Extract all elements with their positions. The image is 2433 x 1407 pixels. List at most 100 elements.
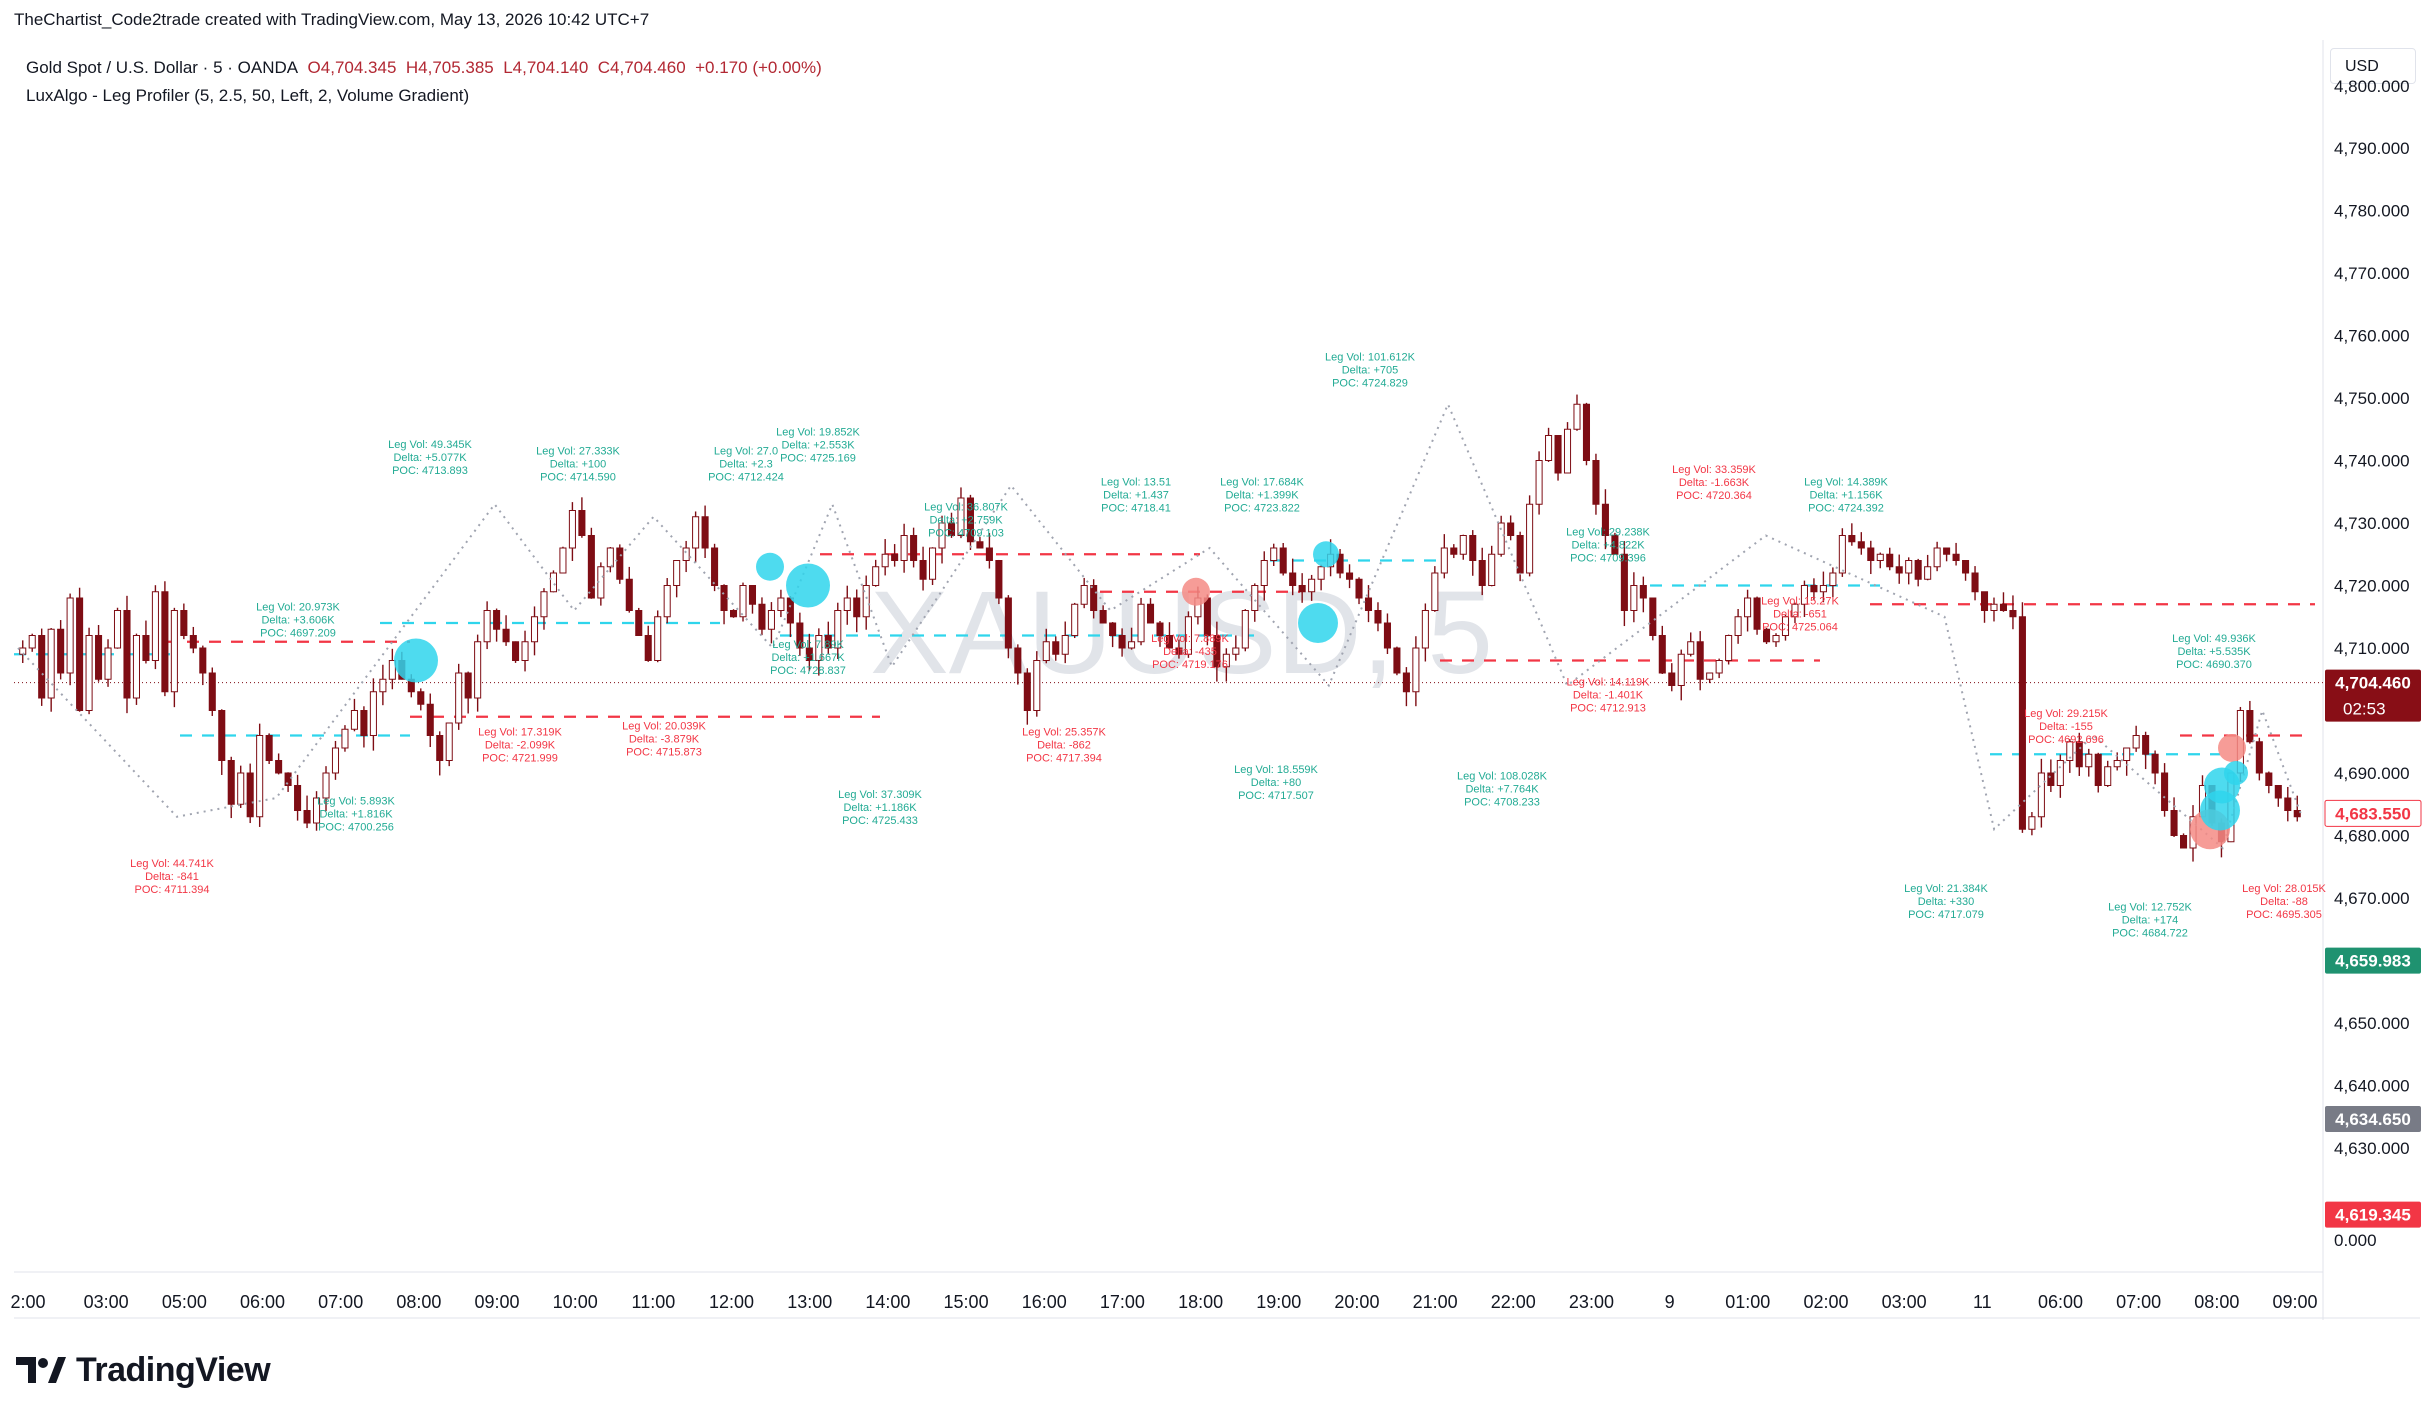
- candle-body: [1364, 597, 1373, 611]
- candle-body: [1933, 547, 1941, 568]
- time-tick-label: 15:00: [944, 1292, 989, 1312]
- candle-body: [995, 560, 1003, 599]
- leg-label-text: Delta: +1.816K: [319, 808, 393, 820]
- time-tick-label: 20:00: [1334, 1292, 1379, 1312]
- candle-body: [1876, 553, 1884, 561]
- candle-body: [957, 497, 965, 536]
- candle-body: [777, 597, 785, 611]
- candle-body: [1251, 585, 1259, 611]
- candle-body: [1582, 403, 1591, 461]
- volume-bubble: [2224, 761, 2248, 785]
- candle-body: [1696, 641, 1704, 680]
- leg-label-text: POC: 4697.209: [260, 628, 336, 640]
- candle-body: [1507, 522, 1515, 536]
- leg-label-text: Leg Vol: 49.936K: [2172, 633, 2256, 645]
- leg-label-text: Leg Vol: 28.015K: [2242, 883, 2326, 895]
- candle-body: [331, 747, 340, 774]
- candle-body: [2123, 747, 2131, 761]
- candle-body: [578, 510, 586, 536]
- candle-body: [1781, 616, 1790, 636]
- candle-body: [853, 597, 861, 618]
- price-tick-label: 4,740.000: [2334, 452, 2410, 471]
- leg-label-text: Leg Vol: 33.359K: [1672, 464, 1756, 476]
- leg-label-text: Delta: +2.553K: [781, 440, 855, 452]
- currency-button[interactable]: USD: [2330, 48, 2416, 84]
- volume-bubble: [1298, 603, 1338, 643]
- time-tick-label: 01:00: [1725, 1292, 1770, 1312]
- volume-bubble: [786, 563, 830, 608]
- candle-body: [76, 597, 84, 711]
- candle-body: [1175, 647, 1183, 655]
- leg-label-text: Delta: +1.437: [1103, 490, 1169, 502]
- leg-label-text: POC: 4724.829: [1332, 378, 1408, 390]
- candle-body: [2274, 785, 2282, 799]
- candle-body: [1867, 547, 1875, 561]
- time-tick-label: 07:00: [318, 1292, 363, 1312]
- candle-body: [2246, 710, 2254, 743]
- candle-body: [1374, 610, 1382, 624]
- candle-body: [606, 547, 614, 568]
- candle-body: [464, 672, 472, 699]
- time-tick-label: 08:00: [396, 1292, 441, 1312]
- candle-body: [275, 760, 283, 774]
- candle-body: [682, 547, 690, 561]
- candle-body: [1677, 653, 1685, 686]
- candle-body: [322, 772, 330, 799]
- candle-body: [1478, 560, 1486, 586]
- candle-body: [805, 647, 813, 661]
- candle-body: [379, 678, 387, 693]
- leg-label-text: Delta: +3.606K: [261, 615, 335, 627]
- leg-label-text: Delta: -155: [2039, 721, 2093, 733]
- leg-label-text: POC: 4717.079: [1908, 909, 1984, 921]
- candle-body: [1203, 597, 1211, 636]
- time-tick-label: 02:00: [1803, 1292, 1848, 1312]
- leg-label-text: Delta: +174: [2122, 915, 2179, 927]
- symbol-title[interactable]: Gold Spot / U.S. Dollar · 5 · OANDA: [26, 58, 299, 77]
- symbol-line[interactable]: Gold Spot / U.S. Dollar · 5 · OANDA O4,7…: [26, 54, 822, 82]
- time-tick-label: 06:00: [2038, 1292, 2083, 1312]
- leg-label-text: POC: 4709.396: [1570, 553, 1646, 565]
- ohlc-low: L4,704.140: [503, 58, 589, 77]
- indicator-legend[interactable]: LuxAlgo - Leg Profiler (5, 2.5, 50, Left…: [26, 86, 470, 105]
- leg-label-text: Leg Vol: 27.333K: [536, 445, 620, 457]
- time-tick-label: 12:00: [709, 1292, 754, 1312]
- candle-body: [1962, 560, 1970, 574]
- price-tick-label: 4,770.000: [2334, 264, 2410, 283]
- candle-body: [2075, 741, 2083, 768]
- price-chart[interactable]: 4,790.000 4,780.000 4,770.000 4,760.000 4,75…: [0, 0, 2433, 1340]
- price-tag: [2324, 799, 2422, 827]
- price-tick-label: 4,750.000: [2334, 389, 2410, 408]
- leg-label-text: Delta: -651: [1773, 608, 1827, 620]
- candle-body: [246, 772, 254, 818]
- leg-label-text: Leg Vol: 36.807K: [924, 502, 1008, 514]
- leg-label-text: POC: 4717.507: [1238, 790, 1314, 802]
- candle-body: [1308, 578, 1316, 593]
- price-tick-label: 4,710.000: [2334, 639, 2410, 658]
- candle-body: [502, 628, 510, 643]
- candle-body: [767, 610, 775, 630]
- candle-body: [1601, 503, 1609, 536]
- candle-body: [2142, 735, 2150, 755]
- candle-body: [104, 647, 112, 680]
- price-tick-label: 4,790.000: [2334, 139, 2410, 158]
- candle-body: [1545, 435, 1553, 461]
- candle-body: [180, 610, 188, 636]
- tradingview-logo[interactable]: TradingView: [16, 1350, 271, 1390]
- candle-body: [1810, 585, 1818, 593]
- candle-body: [701, 516, 709, 549]
- time-tick-label: 09:00: [2272, 1292, 2317, 1312]
- candle-body: [2293, 810, 2301, 818]
- candle-body: [938, 522, 946, 549]
- candle-body: [38, 635, 46, 699]
- ohlc-change: +0.170 (+0.00%): [695, 58, 822, 77]
- tradingview-brand-text: TradingView: [76, 1350, 271, 1389]
- candle-body: [976, 541, 984, 549]
- candle-body: [57, 628, 65, 674]
- leg-label-text: POC: 4709.103: [928, 528, 1004, 540]
- price-tick-label: 4,720.000: [2334, 577, 2410, 596]
- candle-body: [796, 622, 804, 649]
- candle-body: [1270, 547, 1278, 561]
- candle-body: [1440, 547, 1448, 574]
- candle-body: [1222, 653, 1230, 668]
- leg-label-text: Leg Vol: 20.039K: [622, 720, 706, 732]
